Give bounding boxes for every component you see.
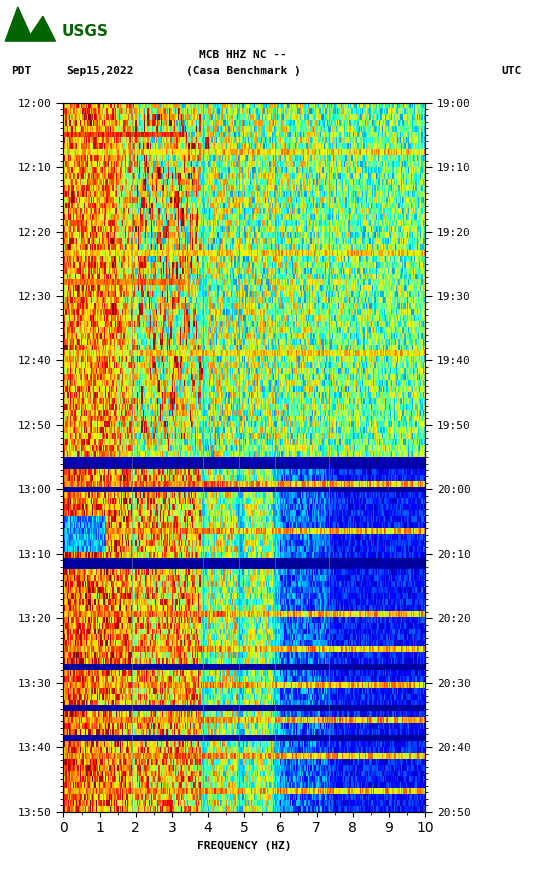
- Text: USGS: USGS: [62, 24, 109, 39]
- Polygon shape: [6, 7, 55, 41]
- Text: (Casa Benchmark ): (Casa Benchmark ): [185, 66, 300, 77]
- Text: UTC: UTC: [501, 66, 522, 77]
- Text: Sep15,2022: Sep15,2022: [66, 66, 134, 77]
- Text: PDT: PDT: [11, 66, 31, 77]
- Text: MCB HHZ NC --: MCB HHZ NC --: [199, 50, 286, 61]
- X-axis label: FREQUENCY (HZ): FREQUENCY (HZ): [197, 841, 291, 851]
